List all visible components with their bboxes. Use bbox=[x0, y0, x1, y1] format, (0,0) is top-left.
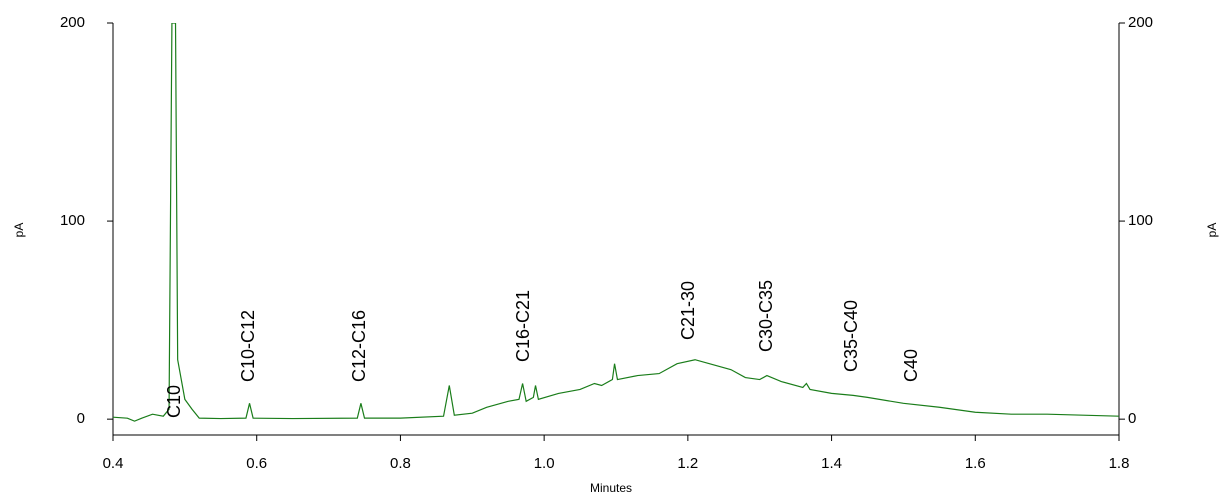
y2-axis-label: pA bbox=[1205, 223, 1219, 238]
x-tick-label: 0.4 bbox=[103, 455, 124, 472]
y2-tick-label: 100 bbox=[1128, 212, 1153, 229]
peak-annotation: C16-C21 bbox=[513, 290, 533, 362]
x-tick-label: 1.2 bbox=[677, 455, 698, 472]
peak-annotation: C35-C40 bbox=[841, 300, 861, 372]
y2-tick-label: 200 bbox=[1128, 14, 1153, 31]
x-axis-label: Minutes bbox=[590, 481, 632, 495]
peak-annotation: C10 bbox=[164, 385, 184, 418]
y-tick-label: 200 bbox=[60, 14, 85, 31]
x-tick-label: 1.6 bbox=[965, 455, 986, 472]
x-tick-label: 1.4 bbox=[821, 455, 842, 472]
x-tick-label: 1.0 bbox=[534, 455, 555, 472]
x-tick-label: 0.8 bbox=[390, 455, 411, 472]
y-tick-label: 0 bbox=[77, 410, 85, 427]
peak-annotation: C21-30 bbox=[678, 281, 698, 340]
y-tick-label: 100 bbox=[60, 212, 85, 229]
peak-annotation: C30-C35 bbox=[756, 280, 776, 352]
peak-annotation: C40 bbox=[901, 349, 921, 382]
x-tick-label: 0.6 bbox=[246, 455, 267, 472]
peak-annotation: C12-C16 bbox=[349, 310, 369, 382]
y2-tick-label: 0 bbox=[1128, 410, 1136, 427]
peak-annotation: C10-C12 bbox=[238, 310, 258, 382]
y-axis-label: pA bbox=[12, 223, 26, 238]
x-tick-label: 1.8 bbox=[1109, 455, 1130, 472]
signal-line bbox=[113, 23, 1119, 422]
